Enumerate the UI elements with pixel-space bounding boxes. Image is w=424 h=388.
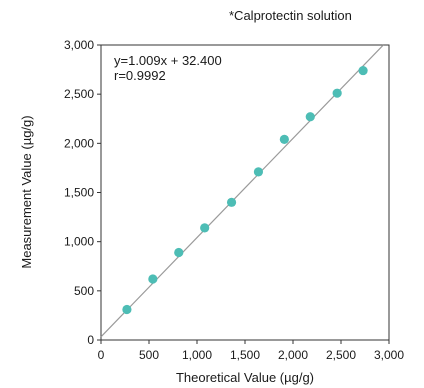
regression-line [100,44,384,338]
data-point [226,197,237,207]
y-axis-ticks: 0 500 1,000 1,500 2,000 2,500 3,000 [64,38,101,347]
data-point [332,88,342,98]
y-tick-label: 2,500 [64,87,94,101]
data-point [305,112,315,122]
y-tick-label: 2,000 [64,136,94,150]
x-tick-label: 0 [98,348,105,362]
x-axis-ticks: 0 500 1,000 1,500 2,000 2,500 3,000 [98,340,404,362]
x-tick-label: 3,000 [374,348,404,362]
y-tick-label: 1,500 [64,186,94,200]
data-point [174,247,184,258]
regression-equation: y=1.009x + 32.400 [114,53,222,68]
x-axis-title: Theoretical Value (µg/g) [176,370,314,385]
chart-note: *Calprotectin solution [229,8,352,23]
y-tick-label: 3,000 [64,38,94,52]
plot-frame [100,44,390,341]
data-point [358,65,368,76]
data-point [253,167,264,177]
data-points [122,65,368,315]
y-tick-label: 1,000 [64,235,94,249]
x-tick-label: 2,500 [326,348,356,362]
y-tick-label: 0 [87,333,94,347]
x-tick-label: 1,000 [182,348,212,362]
x-tick-label: 2,000 [278,348,308,362]
correlation-coefficient: r=0.9992 [114,68,166,83]
data-point [279,134,289,144]
x-tick-label: 1,500 [230,348,260,362]
x-tick-label: 500 [139,348,159,362]
y-axis-title: Measurement Value (µg/g) [19,115,34,268]
data-point [122,304,132,315]
y-tick-label: 500 [74,284,94,298]
data-point [148,274,158,284]
data-point [200,223,210,233]
